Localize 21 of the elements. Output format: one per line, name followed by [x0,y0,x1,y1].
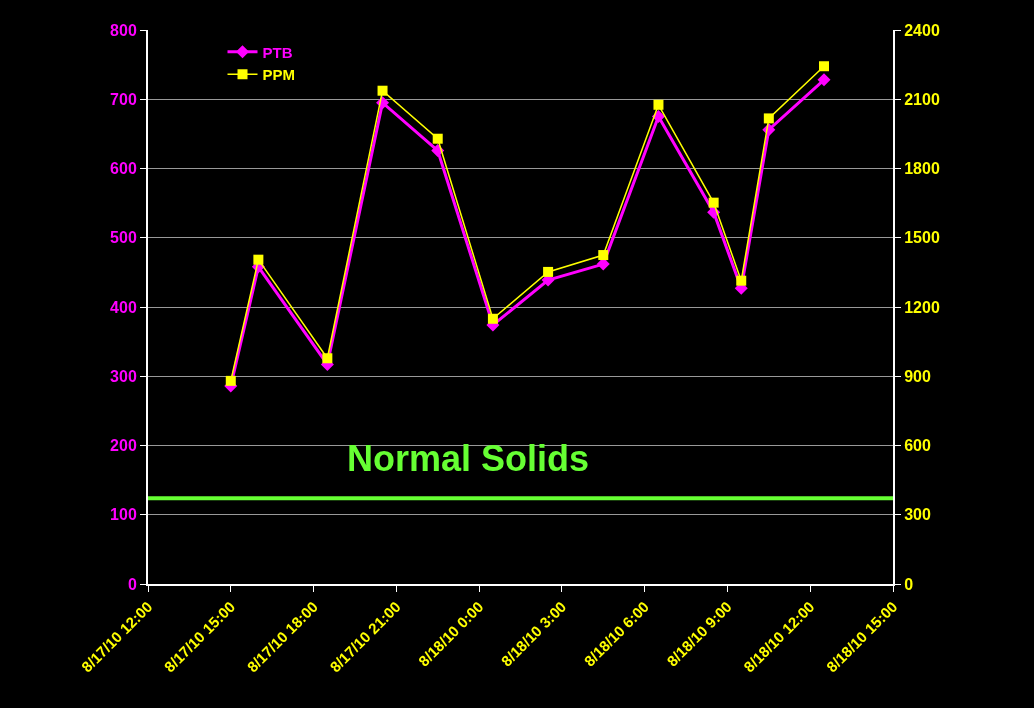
y-tick-label: 200 [110,437,137,455]
y2-tick-label: 1500 [904,229,940,247]
y2-tick-label: 1800 [904,160,940,178]
y2-tick-label: 600 [904,437,931,455]
y2-tick-label: 2100 [904,90,940,108]
y2-tick-label: 1200 [904,298,940,316]
legend-label: PPM [262,66,296,84]
legend-label: PTB [262,43,293,61]
y2-tick-label: 0 [904,575,914,593]
y2-tick-label: 900 [904,367,931,385]
y-tick-label: 0 [127,575,137,593]
y-tick-label: 800 [110,21,137,39]
y2-tick-label: 2400 [904,21,940,39]
y-tick-label: 700 [110,90,137,108]
y-tick-label: 400 [110,298,137,316]
y-tick-label: 100 [110,506,137,524]
y2-tick-label: 300 [904,506,931,524]
y-tick-label: 500 [110,229,137,247]
y-tick-label: 300 [110,367,137,385]
y-tick-label: 600 [110,160,137,178]
ref-line-label: Normal Solids [347,438,590,479]
